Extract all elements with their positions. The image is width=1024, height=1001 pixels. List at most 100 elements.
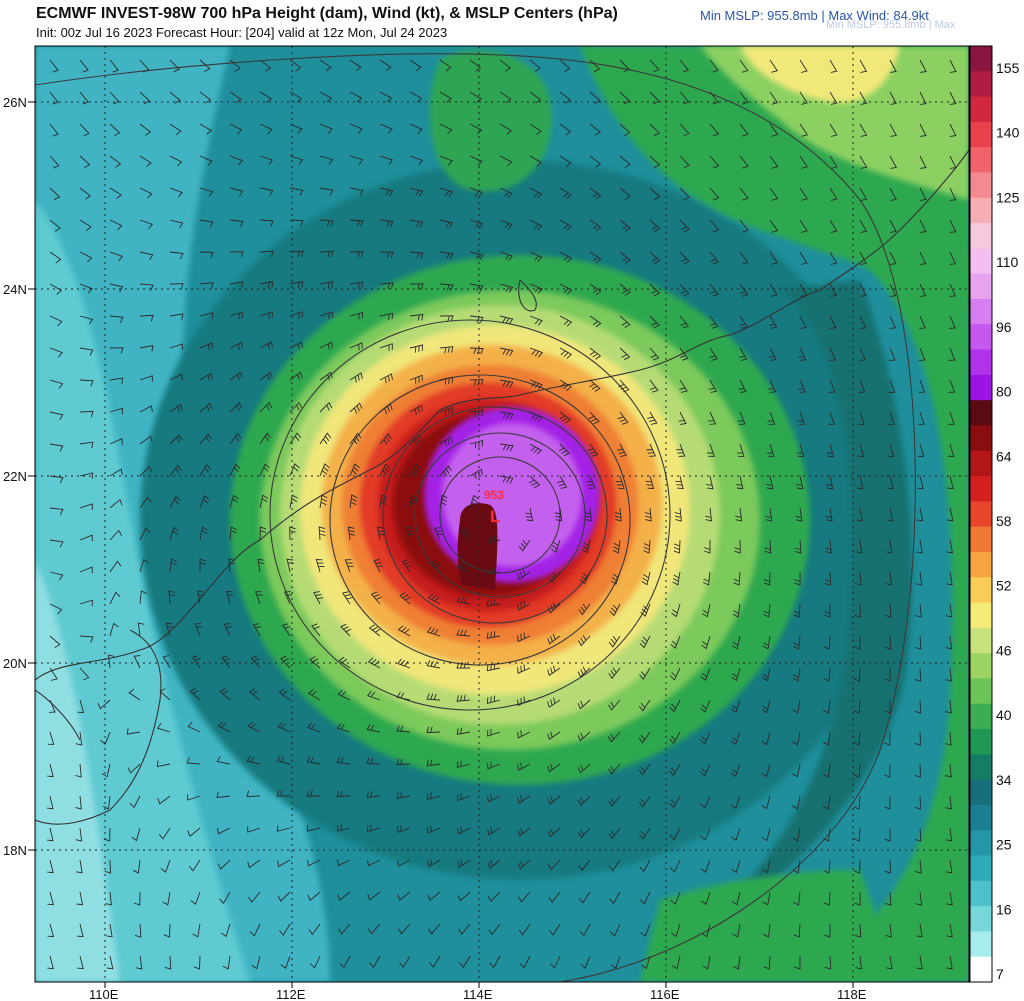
wind-barb: [701, 603, 711, 618]
colorbar-swatch: [970, 754, 992, 781]
wind-barb: [139, 59, 150, 73]
wind-barb: [823, 635, 831, 650]
wind-barb: [109, 123, 121, 136]
wind-barb: [307, 891, 321, 902]
wind-barb: [109, 59, 119, 73]
wind-barb: [469, 219, 484, 229]
wind-barb: [289, 59, 302, 72]
wind-barb: [139, 187, 153, 199]
colorbar-tick-label: 64: [996, 448, 1012, 464]
wind-barb: [289, 187, 304, 196]
wind-barb: [857, 443, 865, 457]
wind-barb: [439, 187, 454, 197]
wind-barb: [674, 507, 682, 522]
wind-barb: [401, 559, 413, 573]
wind-barb: [529, 59, 541, 72]
wind-barb: [139, 123, 152, 136]
lon-label-114e: 114E: [463, 987, 493, 1001]
wind-barb: [559, 91, 571, 104]
wind-barb: [914, 699, 922, 714]
wind-barb: [199, 558, 206, 572]
wind-barb: [647, 411, 658, 425]
wind-barb: [799, 91, 808, 105]
wind-barb: [396, 691, 411, 701]
wind-barb: [517, 696, 531, 707]
wind-barb: [135, 955, 143, 970]
wind-barb: [949, 315, 956, 329]
wind-barb: [550, 539, 561, 554]
wind-barb: [884, 891, 892, 906]
low-pressure-symbol: L: [490, 507, 500, 526]
wind-barb: [949, 251, 957, 265]
wind-barb: [858, 379, 866, 393]
wind-barb: [409, 404, 423, 415]
wind-barb: [855, 571, 862, 586]
wind-barb: [769, 283, 778, 297]
wind-barb: [486, 535, 501, 544]
wind-barb: [610, 571, 621, 586]
colorbar-tick-label: 46: [996, 642, 1012, 658]
wind-barb: [139, 155, 152, 168]
wind-barb: [766, 443, 775, 457]
wind-barb: [919, 251, 927, 265]
wind-barb: [679, 347, 689, 361]
wind-barb: [366, 757, 381, 765]
wind-barb: [859, 123, 868, 137]
wind-barb: [792, 859, 801, 874]
wind-barb: [559, 379, 572, 391]
wind-barb: [854, 603, 861, 618]
wind-barb: [47, 859, 54, 874]
wind-barb: [889, 219, 897, 233]
wind-barb: [945, 731, 952, 746]
wind-barb: [529, 91, 542, 104]
wind-barb: [228, 558, 236, 573]
wind-barb: [709, 219, 720, 233]
wind-barb: [216, 756, 231, 765]
wind-barb: [529, 443, 543, 455]
wind-barb: [259, 91, 272, 103]
wind-barb: [337, 859, 351, 867]
wind-barb: [884, 699, 891, 714]
low-pressure-value: 953: [484, 488, 504, 502]
wind-barb: [169, 526, 179, 541]
wind-barb: [887, 443, 895, 457]
wind-barb: [439, 376, 454, 385]
wind-barb: [246, 755, 261, 765]
wind-barb: [578, 634, 591, 647]
wind-barb: [109, 560, 122, 573]
wind-barb: [886, 475, 894, 490]
colorbar-swatch: [970, 298, 992, 325]
colorbar-swatch: [970, 627, 992, 654]
wind-barb: [49, 91, 59, 105]
wind-barb: [949, 91, 957, 105]
wind-barb: [319, 250, 334, 258]
wind-barb: [259, 494, 269, 509]
wind-barb: [701, 923, 711, 938]
wind-barb: [486, 695, 501, 705]
wind-barb: [829, 283, 838, 297]
wind-barb: [250, 655, 261, 669]
wind-barb: [457, 891, 471, 902]
wind-barb: [169, 373, 183, 381]
wind-barb: [709, 123, 720, 137]
wind-barb: [199, 219, 214, 228]
wind-barb: [707, 443, 715, 457]
wind-barb: [109, 622, 119, 637]
wind-barb: [854, 923, 862, 938]
wind-barb: [427, 891, 441, 902]
colorbar-swatch: [970, 273, 992, 300]
wind-barb: [379, 373, 393, 384]
colorbar-tick-label: 40: [996, 707, 1012, 723]
wind-barb: [859, 91, 868, 105]
wind-barb: [251, 955, 261, 970]
wind-barb: [139, 590, 147, 605]
wind-barb: [769, 187, 779, 201]
wind-barb: [169, 91, 181, 104]
wind-barb: [457, 859, 471, 869]
wind-barb: [829, 155, 838, 169]
wind-barb: [306, 824, 321, 832]
colorbar-swatch: [970, 121, 992, 148]
wind-barb: [109, 377, 124, 384]
colorbar-swatch: [970, 577, 992, 604]
wind-barb: [947, 475, 954, 490]
